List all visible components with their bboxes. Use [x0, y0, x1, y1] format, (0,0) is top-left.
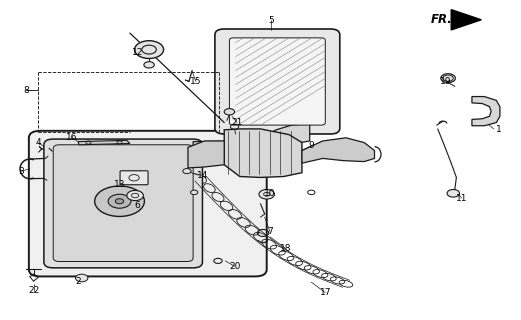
Text: 9: 9 [308, 141, 314, 150]
Text: 16: 16 [66, 133, 77, 142]
Text: 7: 7 [267, 227, 272, 236]
Circle shape [224, 108, 234, 115]
Text: 8: 8 [23, 86, 29, 95]
Text: 1: 1 [496, 125, 502, 134]
Text: 2: 2 [75, 277, 81, 286]
Circle shape [447, 189, 460, 197]
Text: 21: 21 [231, 118, 243, 127]
Text: 10: 10 [264, 189, 276, 198]
Text: 18: 18 [280, 244, 291, 253]
Circle shape [108, 194, 131, 208]
Circle shape [134, 41, 164, 59]
Circle shape [259, 189, 275, 199]
Text: FR.: FR. [430, 13, 452, 26]
Polygon shape [255, 124, 309, 154]
Polygon shape [193, 141, 255, 160]
FancyBboxPatch shape [215, 29, 340, 134]
Circle shape [191, 190, 198, 195]
Polygon shape [302, 138, 375, 163]
Text: 17: 17 [319, 288, 331, 297]
Circle shape [115, 199, 123, 204]
Circle shape [144, 62, 154, 68]
Polygon shape [451, 10, 481, 30]
FancyBboxPatch shape [29, 131, 267, 276]
Polygon shape [224, 129, 302, 178]
Text: 13: 13 [114, 180, 125, 189]
Text: 3: 3 [18, 167, 24, 176]
FancyBboxPatch shape [53, 145, 193, 261]
Circle shape [443, 75, 453, 81]
FancyBboxPatch shape [229, 38, 325, 125]
Text: 4: 4 [36, 138, 42, 147]
Text: 6: 6 [134, 201, 140, 210]
Polygon shape [472, 97, 500, 126]
Text: 20: 20 [229, 262, 240, 271]
Text: 11: 11 [456, 194, 467, 203]
Circle shape [127, 190, 143, 201]
Polygon shape [188, 141, 224, 168]
Text: 15: 15 [190, 77, 202, 86]
Text: 12: 12 [131, 48, 143, 57]
Text: 14: 14 [197, 171, 208, 180]
FancyBboxPatch shape [44, 139, 203, 268]
FancyBboxPatch shape [120, 171, 148, 185]
Polygon shape [78, 140, 130, 145]
Text: 5: 5 [268, 16, 274, 25]
Text: 22: 22 [28, 286, 39, 295]
Circle shape [95, 186, 144, 216]
Circle shape [76, 274, 88, 282]
Text: 19: 19 [440, 77, 452, 86]
Circle shape [183, 169, 191, 174]
